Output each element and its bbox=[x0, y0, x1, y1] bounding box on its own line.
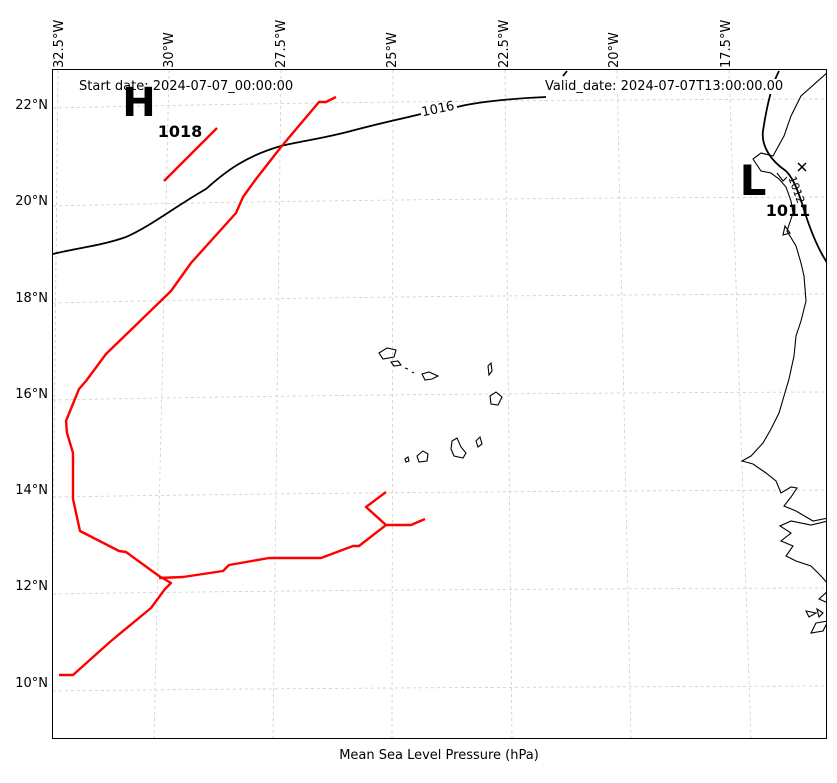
isobar-label-1016: 1016 bbox=[420, 99, 455, 121]
fronts bbox=[59, 95, 426, 677]
lat-label-16: 16°N bbox=[15, 387, 48, 402]
lon-label-27-5: 27.5°W bbox=[274, 19, 289, 68]
isobar-east bbox=[761, 70, 826, 263]
high-pressure-value: 1018 bbox=[158, 122, 203, 141]
valid-date-label: Valid_date: 2024-07-07T13:00:00.00 bbox=[545, 79, 784, 94]
low-pressure-value: 1011 bbox=[766, 201, 811, 220]
africa-coastline bbox=[740, 73, 826, 634]
graticule bbox=[53, 70, 826, 738]
africa-coast-detail bbox=[776, 172, 824, 619]
lat-label-18: 18°N bbox=[15, 291, 48, 306]
low-pressure-symbol: L bbox=[740, 156, 767, 205]
cape-verde-islands bbox=[378, 347, 503, 463]
lat-label-14: 14°N bbox=[15, 483, 48, 498]
lon-label-20: 20°W bbox=[607, 32, 622, 68]
map-frame: H 1018 L 1011 1016 1012 bbox=[52, 69, 827, 739]
isobar-1016 bbox=[53, 96, 547, 255]
lat-label-12: 12°N bbox=[15, 579, 48, 594]
front-main bbox=[59, 95, 337, 677]
map-bottom-title: Mean Sea Level Pressure (hPa) bbox=[339, 748, 539, 763]
lon-label-22-5: 22.5°W bbox=[497, 19, 512, 68]
lat-label-22: 22°N bbox=[15, 98, 48, 113]
lat-label-20: 20°N bbox=[15, 194, 48, 209]
high-pressure-symbol: H bbox=[122, 80, 155, 126]
center-marker-x-icon bbox=[797, 162, 807, 172]
lon-label-17-5: 17.5°W bbox=[719, 19, 734, 68]
front-branch bbox=[158, 491, 426, 580]
start-date-label: Start date: 2024-07-07_00:00:00 bbox=[79, 79, 294, 94]
lat-label-10: 10°N bbox=[15, 676, 48, 691]
lon-label-32-5: 32.5°W bbox=[52, 19, 67, 68]
front-upper bbox=[163, 127, 218, 182]
isobar-fragment-top bbox=[562, 70, 568, 77]
lon-label-25: 25°W bbox=[385, 32, 400, 68]
lon-label-30: 30°W bbox=[162, 32, 177, 68]
